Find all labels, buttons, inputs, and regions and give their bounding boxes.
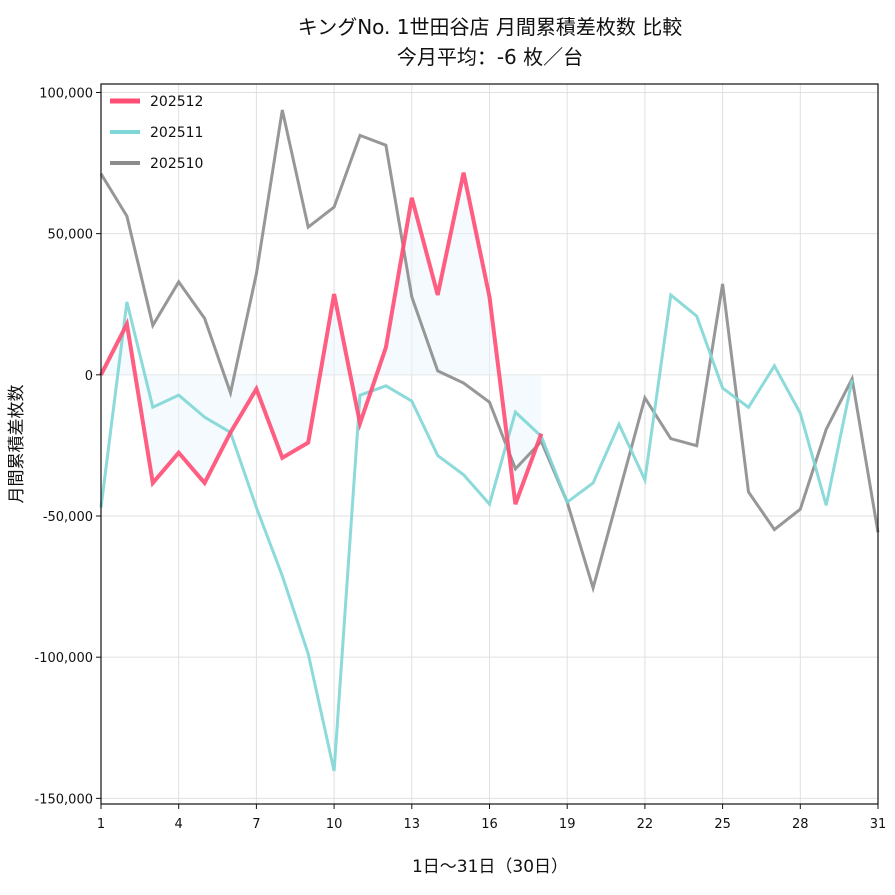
x-tick-label: 22	[637, 817, 654, 832]
x-tick-label: 25	[714, 817, 731, 832]
chart-title: キングNo. 1世田谷店 月間累積差枚数 比較	[298, 15, 682, 39]
series-line-202510	[99, 109, 880, 594]
x-tick-label: 4	[175, 817, 183, 832]
series-line-202512	[99, 172, 544, 505]
x-tick-label: 10	[326, 817, 343, 832]
chart-subtitle: 今月平均：-6 枚／台	[397, 45, 583, 69]
y-tick-label: -100,000	[35, 651, 93, 666]
y-tick-label: -150,000	[35, 792, 93, 807]
y-tick-label: 50,000	[48, 228, 94, 243]
x-tick-label: 1	[97, 817, 105, 832]
x-axis-label: 1日〜31日（30日）	[412, 857, 568, 877]
y-tick-label: 0	[85, 369, 93, 384]
x-tick-label: 13	[404, 817, 421, 832]
x-tick-label: 28	[792, 817, 809, 832]
y-tick-label: -50,000	[43, 510, 93, 525]
x-tick-label: 31	[870, 817, 887, 832]
legend-label-202512: 202512	[150, 94, 203, 110]
y-axis-label: 月間累積差枚数	[7, 385, 27, 504]
legend-label-202511: 202511	[150, 125, 203, 141]
x-tick-label: 19	[559, 817, 576, 832]
x-tick-label: 7	[252, 817, 260, 832]
legend-label-202510: 202510	[150, 156, 203, 172]
x-tick-label: 16	[481, 817, 498, 832]
y-tick-label: 100,000	[39, 86, 93, 101]
series-line-202511	[99, 292, 854, 772]
